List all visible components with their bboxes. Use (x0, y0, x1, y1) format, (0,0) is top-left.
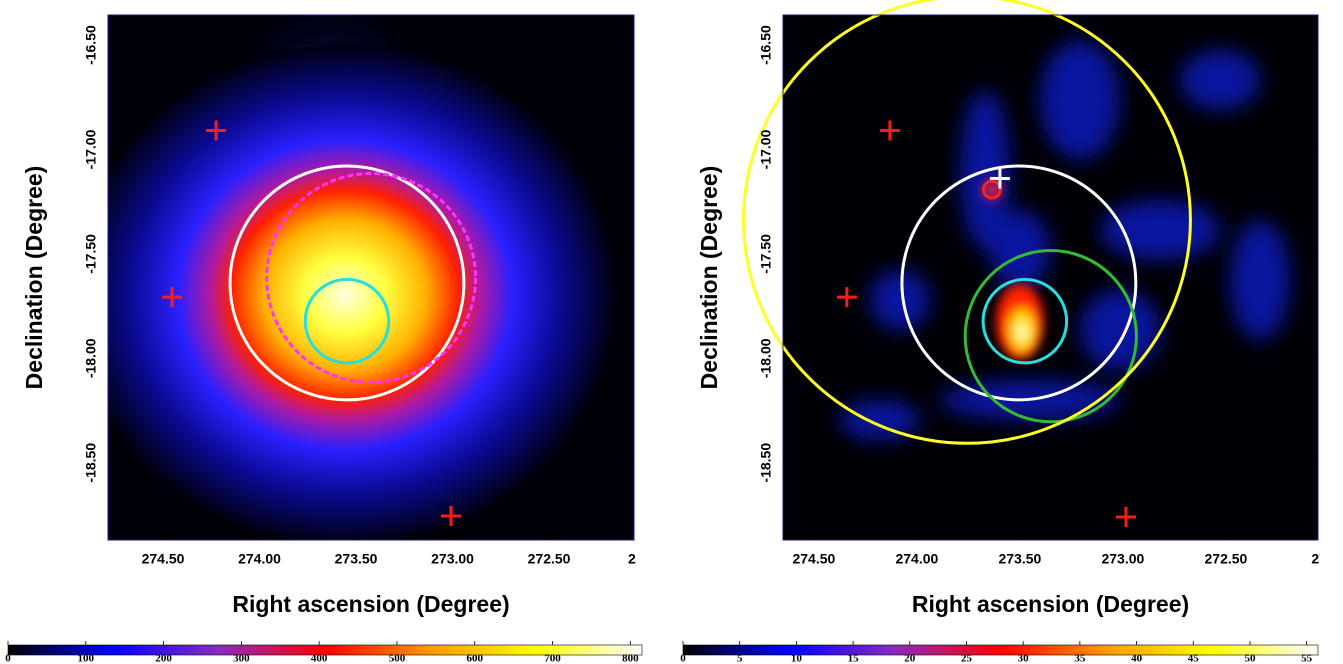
colorbar-tick-label: 15 (848, 653, 860, 664)
colorbar-tick-label: 30 (1018, 653, 1030, 664)
y-tick-label: -16.50 (758, 25, 774, 65)
colorbar-tick-label: 50 (1244, 653, 1256, 664)
colorbar-tick-label: 10 (791, 653, 803, 664)
x-tick-label: 273.00 (431, 551, 474, 567)
colorbar-tick-label: 45 (1188, 653, 1200, 664)
x-tick-label: 274.00 (238, 551, 281, 567)
colorbar-tick-label: 40 (1131, 653, 1143, 664)
colorbar-tick-label: 0 (5, 653, 11, 664)
x-tick-label: 274.50 (792, 551, 835, 567)
x-axis-title: Right ascension (Degree) (232, 591, 509, 617)
x-tick-label: 273.50 (335, 551, 378, 567)
x-tick-label: 272.50 (528, 551, 571, 567)
x-tick-label: 274.00 (895, 551, 938, 567)
colorbar-tick-label: 25 (961, 653, 973, 664)
colorbar (683, 645, 1318, 655)
y-tick-label: -18.50 (83, 443, 99, 483)
y-tick-label: -18.50 (758, 443, 774, 483)
x-tick-label: 274.50 (142, 551, 185, 567)
y-tick-label: -17.50 (758, 234, 774, 274)
colorbar-tick-label: 20 (904, 653, 916, 664)
y-axis-title: Declination (Degree) (21, 166, 47, 390)
colorbar-tick-label: 500 (389, 653, 406, 664)
colorbar-tick-label: 55 (1301, 653, 1313, 664)
y-tick-label: -18.00 (758, 338, 774, 378)
colorbar-tick-label: 100 (78, 653, 95, 664)
y-tick-label: -18.00 (83, 338, 99, 378)
x-axis-title: Right ascension (Degree) (912, 591, 1189, 617)
colorbar-tick-label: 200 (155, 653, 172, 664)
x-tick-label: 272.50 (1205, 551, 1248, 567)
figure: 274.50 274.00 273.50 273.00 272.50 272.0 -16.5… (0, 0, 1343, 664)
x-tick-labels: 274.50 274.00 273.50 273.00 272.50 272.0 (142, 551, 664, 567)
colorbar-tick-label: 5 (737, 653, 743, 664)
colorbar-tick-label: 300 (233, 653, 250, 664)
x-tick-labels: 274.50 274.00 273.50 273.00 272.50 272.0 (792, 551, 1343, 567)
colorbar-tick-label: 35 (1074, 653, 1086, 664)
y-axis-title: Declination (Degree) (696, 166, 722, 390)
y-tick-label: -17.50 (83, 234, 99, 274)
x-tick-label: 273.00 (1101, 551, 1144, 567)
colorbar-tick-label: 400 (311, 653, 328, 664)
x-tick-label: 272.0 (628, 551, 663, 567)
x-tick-label: 273.50 (998, 551, 1041, 567)
y-tick-label: -17.00 (758, 129, 774, 169)
y-tick-label: -16.50 (83, 25, 99, 65)
y-tick-label: -17.00 (83, 129, 99, 169)
heatmap-right (783, 15, 1318, 540)
colorbar-tick-label: 800 (622, 653, 639, 664)
heatmap-left (75, 0, 634, 545)
x-tick-label: 272.0 (1311, 551, 1343, 567)
colorbar-tick-label: 700 (544, 653, 561, 664)
colorbar-tick-label: 600 (466, 653, 483, 664)
colorbar-tick-label: 0 (680, 653, 686, 664)
